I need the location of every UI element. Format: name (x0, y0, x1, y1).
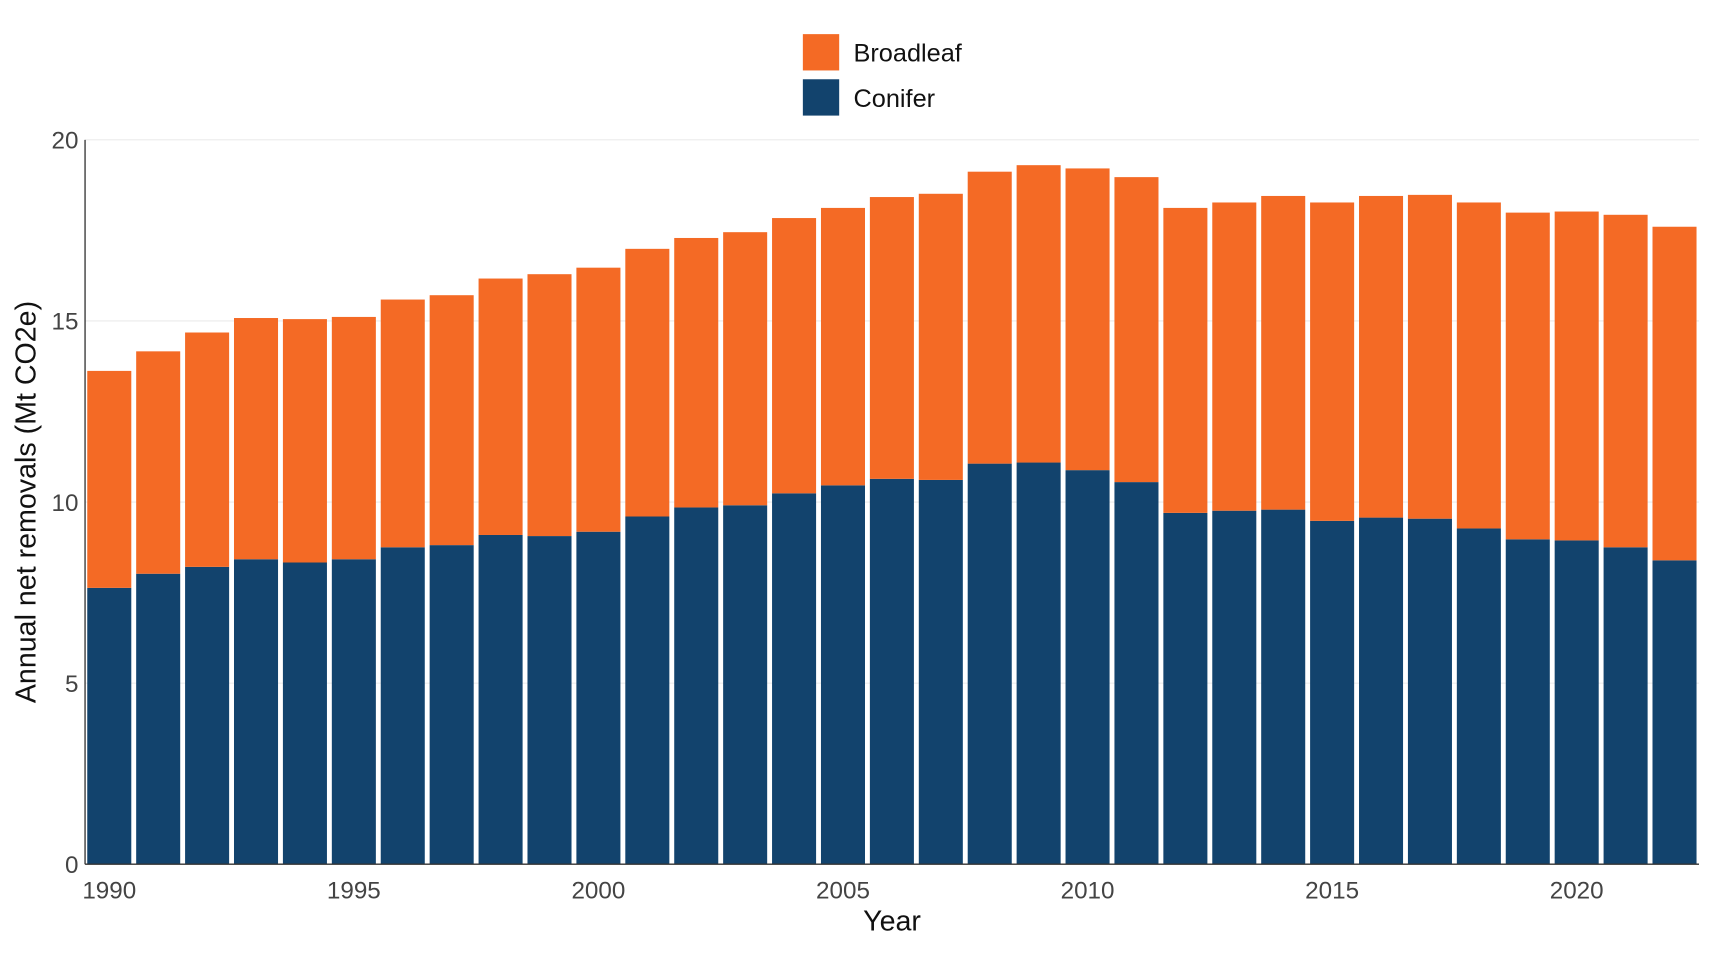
bar-broadleaf-1991 (136, 351, 181, 574)
x-axis-title: Year (863, 905, 921, 937)
bar-conifer-2003 (723, 505, 768, 865)
bar-broadleaf-1994 (282, 319, 327, 563)
bar-broadleaf-2005 (820, 207, 865, 486)
bar-broadleaf-2011 (1114, 177, 1159, 483)
legend-label-conifer: Conifer (853, 85, 935, 113)
bar-broadleaf-1993 (233, 318, 279, 560)
bar-conifer-2000 (576, 531, 621, 865)
bar-conifer-2016 (1359, 517, 1404, 865)
bar-broadleaf-1995 (331, 316, 376, 560)
bar-broadleaf-2004 (772, 218, 817, 494)
y-tick-label: 20 (51, 128, 78, 155)
bar-broadleaf-2018 (1456, 202, 1501, 529)
bar-broadleaf-2002 (674, 237, 719, 508)
bar-broadleaf-2022 (1652, 226, 1697, 561)
y-axis-title: Annual net removals (Mt CO2e) (11, 301, 43, 703)
x-tick-label: 1995 (327, 877, 381, 904)
bar-broadleaf-2021 (1603, 214, 1648, 548)
bar-broadleaf-1998 (478, 278, 523, 535)
bar-conifer-2009 (1016, 462, 1061, 865)
x-tick-label: 2005 (816, 877, 870, 904)
bar-conifer-2010 (1065, 470, 1110, 865)
x-tick-label: 2015 (1305, 877, 1359, 904)
bar-conifer-2001 (625, 516, 670, 865)
bar-broadleaf-2008 (967, 171, 1012, 464)
bar-conifer-1998 (478, 534, 523, 865)
bar-conifer-2019 (1505, 539, 1550, 865)
bar-broadleaf-1997 (429, 295, 474, 546)
y-tick-label: 5 (65, 671, 78, 698)
bar-conifer-2021 (1603, 547, 1648, 865)
bar-broadleaf-2010 (1065, 168, 1110, 471)
bar-broadleaf-2009 (1016, 165, 1061, 463)
bar-conifer-2007 (918, 479, 963, 865)
bar-conifer-2008 (967, 463, 1012, 865)
bar-conifer-1995 (331, 559, 376, 865)
bar-conifer-1993 (233, 559, 279, 865)
bar-broadleaf-2019 (1505, 212, 1550, 540)
bar-broadleaf-2015 (1310, 202, 1355, 521)
bar-conifer-1990 (87, 587, 132, 865)
bar-broadleaf-2020 (1554, 211, 1599, 541)
legend-swatch-broadleaf (802, 34, 840, 71)
bar-broadleaf-2003 (723, 232, 768, 506)
y-tick-label: 10 (51, 490, 78, 517)
bars (87, 165, 1697, 865)
bar-conifer-2017 (1407, 518, 1452, 865)
bar-broadleaf-2007 (918, 193, 963, 480)
bar-conifer-2015 (1310, 520, 1355, 865)
bar-conifer-1991 (136, 573, 181, 865)
bar-conifer-2020 (1554, 540, 1599, 865)
bar-conifer-2018 (1456, 528, 1501, 865)
bar-broadleaf-1999 (527, 274, 572, 537)
bar-broadleaf-2012 (1163, 207, 1208, 513)
legend-swatch-conifer (802, 79, 840, 116)
bar-broadleaf-1992 (185, 332, 230, 567)
bar-broadleaf-1996 (380, 299, 425, 548)
bar-conifer-2013 (1212, 510, 1257, 865)
bar-broadleaf-1990 (87, 370, 132, 588)
bar-conifer-2012 (1163, 512, 1208, 865)
bar-conifer-1992 (185, 566, 230, 865)
bar-broadleaf-2006 (869, 197, 914, 479)
x-tick-label: 1990 (82, 877, 136, 904)
bar-broadleaf-2013 (1212, 202, 1257, 511)
x-tick-label: 2000 (571, 877, 625, 904)
bar-broadleaf-2000 (576, 267, 621, 532)
bar-conifer-2006 (869, 478, 914, 865)
bar-broadleaf-2017 (1407, 194, 1452, 519)
bar-conifer-2014 (1261, 509, 1306, 865)
bar-conifer-2005 (820, 485, 865, 865)
bar-conifer-2011 (1114, 482, 1159, 865)
axes: 0 5 10 15 20 1990 1995 2000 2005 2010 2015 2020 (51, 128, 1699, 904)
x-tick-label: 2010 (1061, 877, 1115, 904)
bar-conifer-1996 (380, 547, 425, 865)
bar-broadleaf-2014 (1261, 195, 1306, 510)
bar-broadleaf-2001 (625, 248, 670, 517)
bar-conifer-1999 (527, 536, 572, 865)
y-tick-label: 0 (65, 852, 78, 879)
x-tick-label: 2020 (1550, 877, 1604, 904)
bar-conifer-1997 (429, 545, 474, 865)
bar-conifer-2004 (772, 493, 817, 865)
bar-conifer-2002 (674, 507, 719, 865)
bar-conifer-1994 (282, 562, 327, 865)
legend-label-broadleaf: Broadleaf (853, 40, 962, 68)
y-tick-label: 15 (51, 309, 78, 336)
bar-conifer-2022 (1652, 560, 1697, 865)
bar-broadleaf-2016 (1359, 195, 1404, 518)
legend: Broadleaf Conifer (802, 34, 963, 116)
